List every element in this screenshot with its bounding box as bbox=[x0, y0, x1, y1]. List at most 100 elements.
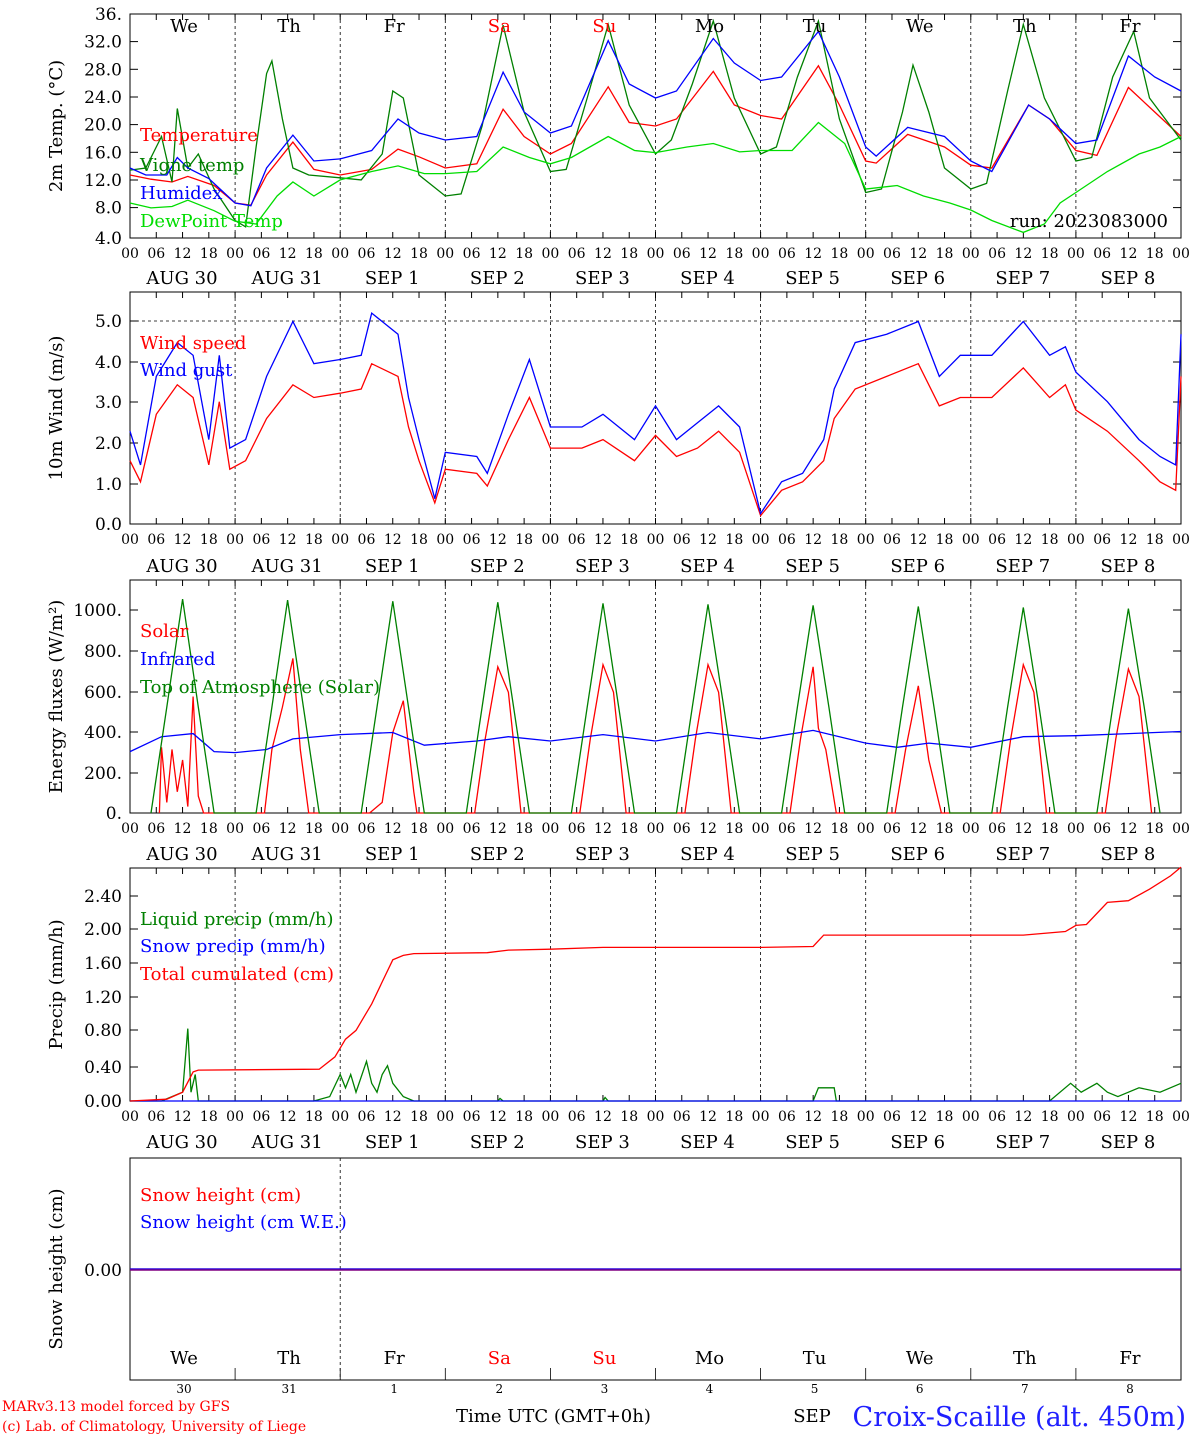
hour-label: 00 bbox=[1172, 821, 1190, 837]
hour-label: 06 bbox=[568, 246, 586, 262]
day-name: Su bbox=[592, 1348, 616, 1369]
hour-label: 00 bbox=[857, 1109, 875, 1125]
hour-label: 12 bbox=[909, 246, 927, 262]
hour-label: 00 bbox=[1172, 246, 1190, 262]
day-name: Fr bbox=[384, 16, 405, 37]
series-line-wind-gust bbox=[129, 311, 1182, 516]
hour-label: 00 bbox=[752, 1109, 770, 1125]
series-line-humidex bbox=[129, 30, 1182, 207]
date-label: SEP 2 bbox=[470, 844, 525, 865]
date-label: SEP 6 bbox=[890, 844, 945, 865]
hour-label: 18 bbox=[515, 1109, 533, 1125]
date-label: SEP 3 bbox=[575, 844, 630, 865]
hour-label: 06 bbox=[147, 821, 165, 837]
y-tick-label: 20.0 bbox=[84, 116, 122, 136]
date-label: SEP 5 bbox=[785, 1132, 840, 1153]
series-line-temperature bbox=[129, 64, 1182, 206]
date-label: AUG 30 bbox=[145, 1132, 217, 1153]
hour-label: 06 bbox=[673, 246, 691, 262]
day-number: 2 bbox=[495, 1382, 503, 1396]
hour-label: 12 bbox=[804, 821, 822, 837]
date-label: SEP 8 bbox=[1101, 844, 1156, 865]
y-tick-label: 1000. bbox=[73, 601, 122, 621]
hour-label: 12 bbox=[489, 1109, 507, 1125]
hour-label: 12 bbox=[594, 246, 612, 262]
hour-label: 12 bbox=[174, 1109, 192, 1125]
legend-humidex: Humidex bbox=[140, 183, 222, 204]
hour-label: 12 bbox=[489, 246, 507, 262]
day-name: Th bbox=[1013, 1348, 1037, 1369]
hour-label: 06 bbox=[778, 1109, 796, 1125]
y-tick-label: 3.0 bbox=[95, 393, 122, 413]
hour-label: 00 bbox=[962, 532, 980, 548]
hour-label: 18 bbox=[1146, 246, 1164, 262]
date-label: SEP 1 bbox=[365, 844, 420, 865]
y-tick-label: 32.0 bbox=[84, 33, 122, 53]
y-tick-label: 2.00 bbox=[84, 920, 122, 940]
hour-label: 18 bbox=[515, 246, 533, 262]
hour-label: 18 bbox=[410, 821, 428, 837]
hour-label: 18 bbox=[620, 821, 638, 837]
hour-label: 06 bbox=[252, 821, 270, 837]
y-axis-label: Energy fluxes (W/m²) bbox=[46, 600, 67, 794]
day-number: 31 bbox=[281, 1382, 296, 1396]
hour-label: 18 bbox=[1146, 821, 1164, 837]
legend-infrared: Infrared bbox=[140, 649, 215, 670]
day-number: 30 bbox=[176, 1382, 191, 1396]
y-tick-label: 0.40 bbox=[84, 1058, 122, 1078]
station-title: Croix-Scaille (alt. 450m) bbox=[852, 1402, 1186, 1433]
hour-label: 12 bbox=[384, 532, 402, 548]
y-tick-label: 1.20 bbox=[84, 988, 122, 1008]
hour-label: 06 bbox=[673, 532, 691, 548]
hour-label: 00 bbox=[857, 246, 875, 262]
hour-label: 06 bbox=[1093, 821, 1111, 837]
hour-label: 12 bbox=[699, 532, 717, 548]
hour-label: 12 bbox=[1014, 246, 1032, 262]
hour-label: 12 bbox=[1120, 532, 1138, 548]
hour-label: 12 bbox=[1120, 821, 1138, 837]
date-label: SEP 7 bbox=[995, 556, 1050, 577]
hour-label: 00 bbox=[962, 246, 980, 262]
series-line-liquid-precip-mm-h- bbox=[130, 1028, 1182, 1102]
y-tick-label: 16.0 bbox=[84, 143, 122, 163]
day-name: We bbox=[906, 1348, 934, 1369]
y-tick-label: 24.0 bbox=[84, 88, 122, 108]
hour-label: 06 bbox=[252, 532, 270, 548]
hour-label: 18 bbox=[410, 532, 428, 548]
hour-label: 00 bbox=[121, 1109, 139, 1125]
hour-label: 06 bbox=[463, 532, 481, 548]
legend-total-cumulated-cm-: Total cumulated (cm) bbox=[140, 964, 334, 985]
hour-label: 06 bbox=[778, 532, 796, 548]
hour-label: 00 bbox=[226, 246, 244, 262]
y-axis-label: Snow height (cm) bbox=[46, 1188, 67, 1349]
y-tick-label: 0.80 bbox=[84, 1021, 122, 1041]
date-label: SEP 3 bbox=[575, 556, 630, 577]
y-tick-label: 8.0 bbox=[95, 199, 122, 219]
date-label: SEP 8 bbox=[1101, 556, 1156, 577]
date-label: SEP 2 bbox=[470, 1132, 525, 1153]
hour-label: 06 bbox=[988, 246, 1006, 262]
hour-label: 06 bbox=[147, 532, 165, 548]
series-line-dewpoint-temp bbox=[129, 121, 1182, 234]
hour-label: 00 bbox=[541, 246, 559, 262]
hour-label: 18 bbox=[1041, 1109, 1059, 1125]
hour-label: 00 bbox=[1172, 1109, 1190, 1125]
legend-dewpoint-temp: DewPoint Temp bbox=[140, 211, 283, 232]
hour-label: 18 bbox=[305, 1109, 323, 1125]
hour-label: 00 bbox=[962, 1109, 980, 1125]
hour-label: 18 bbox=[936, 1109, 954, 1125]
date-label: SEP 3 bbox=[575, 1132, 630, 1153]
hour-label: 06 bbox=[358, 1109, 376, 1125]
day-name: Th bbox=[1013, 16, 1037, 37]
hour-label: 18 bbox=[410, 246, 428, 262]
hour-label: 18 bbox=[725, 1109, 743, 1125]
hour-label: 00 bbox=[226, 532, 244, 548]
hour-label: 00 bbox=[121, 246, 139, 262]
legend-liquid-precip-mm-h-: Liquid precip (mm/h) bbox=[140, 909, 334, 930]
hour-label: 12 bbox=[804, 1109, 822, 1125]
legend-top-of-atmosphere-solar-: Top of Atmosphere (Solar) bbox=[140, 677, 380, 698]
day-name: Sa bbox=[488, 1348, 511, 1369]
hour-label: 06 bbox=[883, 1109, 901, 1125]
hour-label: 00 bbox=[752, 821, 770, 837]
series-line-wind-speed bbox=[129, 362, 1182, 517]
